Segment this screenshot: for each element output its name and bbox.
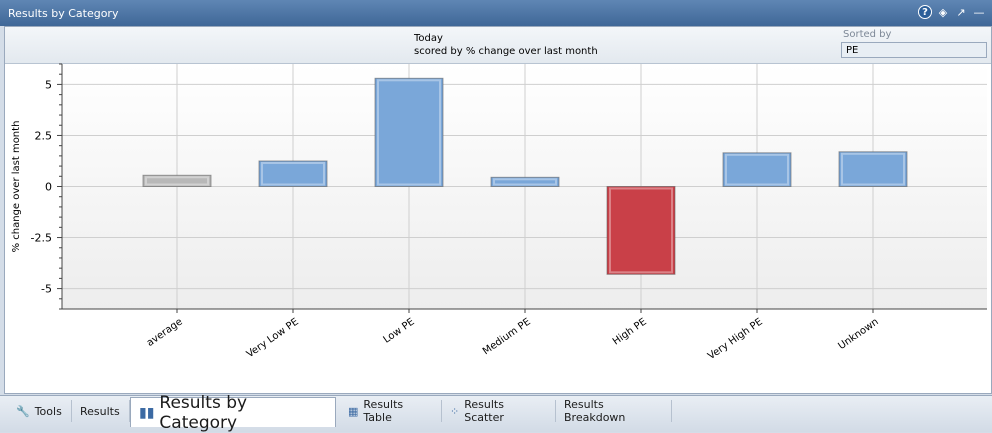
- x-tick-label: Medium PE: [481, 316, 533, 357]
- sorted-by-label: Sorted by: [843, 29, 892, 40]
- window-titlebar: Results by Category ? ◈ ↗ —: [0, 0, 992, 26]
- bar: [142, 174, 212, 187]
- header-period: Today: [414, 33, 443, 44]
- chart-header: Today scored by % change over last month…: [5, 27, 991, 64]
- table-icon: ▦: [348, 404, 359, 418]
- y-tick-label: 0: [45, 181, 52, 194]
- tab-results-table[interactable]: ▦ Results Table: [340, 398, 442, 424]
- wrench-icon: 🔧: [16, 404, 30, 418]
- y-axis-title: % change over last month: [11, 121, 22, 253]
- bar: [606, 186, 676, 275]
- minimize-icon[interactable]: —: [973, 5, 985, 19]
- scatter-icon: ⁘: [450, 404, 460, 418]
- header-scoring: scored by % change over last month: [414, 46, 598, 57]
- sorted-by-field[interactable]: PE: [841, 42, 987, 58]
- settings-diamond-icon[interactable]: ◈: [938, 5, 948, 19]
- bar-highlight: [145, 176, 209, 186]
- x-tick-label: High PE: [611, 316, 649, 347]
- chart-panel: Today scored by % change over last month…: [4, 26, 992, 394]
- tab-results[interactable]: Results: [72, 400, 130, 422]
- bar-highlight: [261, 161, 325, 186]
- tab-results-by-category[interactable]: ▮▮ Results by Category: [130, 393, 336, 433]
- tab-label: Results: [80, 404, 120, 418]
- tab-bar: 🔧 Tools Results ▮▮ Results by Category ▦…: [0, 393, 992, 433]
- window-title: Results by Category: [8, 7, 119, 20]
- help-icon[interactable]: ?: [918, 5, 932, 19]
- x-tick-label: Unknown: [836, 316, 880, 352]
- x-tick-label: Very High PE: [706, 316, 765, 362]
- bar: [838, 151, 908, 187]
- y-tick-label: -5: [41, 283, 52, 296]
- tab-label: Results Scatter: [464, 398, 504, 424]
- bar: [722, 152, 792, 187]
- y-tick-label: -2.5: [31, 232, 52, 245]
- x-tick-label: Low PE: [382, 316, 417, 345]
- bar-highlight: [609, 187, 673, 274]
- tab-tools[interactable]: 🔧 Tools: [8, 400, 72, 422]
- bar: [374, 77, 444, 188]
- bar-highlight: [725, 153, 789, 186]
- tab-results-scatter[interactable]: ⁘ Results Scatter: [442, 398, 556, 424]
- bar-chart-icon: ▮▮: [139, 404, 155, 421]
- bar: [258, 160, 328, 188]
- bar: [490, 176, 560, 187]
- tab-label: Results Breakdown: [564, 398, 626, 424]
- tab-label: Tools: [34, 404, 62, 418]
- x-tick-label: average: [145, 316, 185, 348]
- bar-highlight: [841, 152, 905, 186]
- bar-highlight: [377, 79, 441, 186]
- y-tick-label: 5: [45, 78, 52, 91]
- tab-results-breakdown[interactable]: Results Breakdown: [556, 398, 672, 424]
- tab-label: Results by Category: [159, 392, 248, 433]
- x-tick-label: Very Low PE: [245, 316, 301, 360]
- popout-arrow-icon[interactable]: ↗: [956, 5, 966, 19]
- bar-chart: 5 2.5 0 -2.5 -5 % change over last month avera…: [11, 63, 987, 362]
- bar-highlight: [493, 178, 557, 186]
- y-tick-label: 2.5: [35, 129, 53, 142]
- tab-label: Results Table: [363, 398, 404, 424]
